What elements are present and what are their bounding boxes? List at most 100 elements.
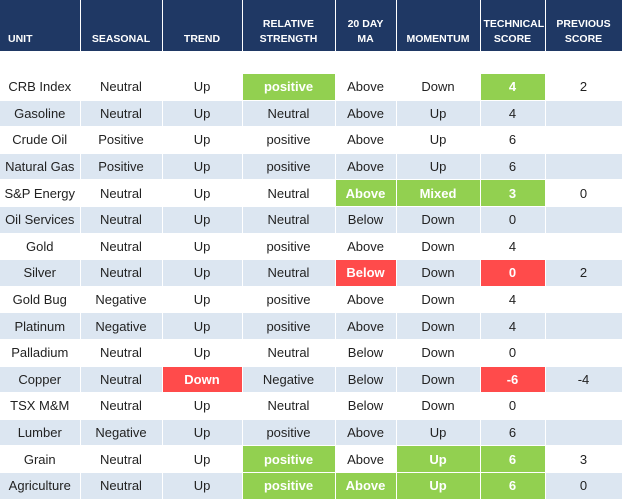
cell: Below (335, 259, 397, 287)
cell: Above (335, 100, 397, 128)
cell: positive (242, 472, 336, 500)
cell: positive (242, 74, 336, 101)
cell: Gold Bug (0, 286, 81, 314)
cell: 6 (480, 419, 546, 447)
cell: Up (162, 419, 243, 447)
cell: Up (162, 153, 243, 181)
cell: positive (242, 286, 336, 314)
cell: Up (162, 100, 243, 128)
cell: Neutral (242, 392, 336, 420)
cell: Above (335, 312, 397, 340)
cell: Down (396, 259, 481, 287)
cell: Up (162, 126, 243, 154)
table-row: Platinum Negative Up positive Above Down 4 (0, 312, 623, 340)
header-row: UNIT SEASONAL TREND RELATIVE STRENGTH 20 DAY… (0, 0, 623, 51)
cell: Above (335, 472, 397, 500)
cell: 0 (480, 206, 546, 234)
cell: Down (396, 366, 481, 394)
cell: Up (162, 312, 243, 340)
cell: positive (242, 153, 336, 181)
cell: Negative (80, 419, 163, 447)
cell: Platinum (0, 312, 81, 340)
cell: Above (335, 233, 397, 261)
cell: Oil Services (0, 206, 81, 234)
column-header: 20 DAY MA (335, 0, 397, 51)
cell: Silver (0, 259, 81, 287)
cell: Down (396, 74, 481, 101)
cell: Up (162, 179, 243, 207)
cell: Negative (242, 366, 336, 394)
cell: Down (396, 392, 481, 420)
cell: -4 (545, 366, 623, 394)
cell: Up (162, 392, 243, 420)
table-row: S&P Energy Neutral Up Neutral Above Mixed 3 0 (0, 179, 623, 207)
cell: 4 (480, 286, 546, 314)
cell: positive (242, 312, 336, 340)
cell: Neutral (80, 233, 163, 261)
cell: Negative (80, 286, 163, 314)
cell: Up (162, 74, 243, 101)
cell: Neutral (242, 100, 336, 128)
cell: positive (242, 445, 336, 473)
cell: Neutral (242, 259, 336, 287)
empty-cell (545, 126, 623, 154)
cell: Above (335, 179, 397, 207)
cell: Down (396, 286, 481, 314)
table-row: CRB Index Neutral Up positive Above Down 4 2 (0, 74, 623, 101)
table-row: Oil Services Neutral Up Neutral Below Down 0 (0, 206, 623, 234)
cell: 4 (480, 233, 546, 261)
cell: Palladium (0, 339, 81, 367)
cell: 0 (545, 472, 623, 500)
cell: 6 (480, 445, 546, 473)
cell: Above (335, 445, 397, 473)
empty-cell (545, 339, 623, 367)
cell: 3 (480, 179, 546, 207)
cell: Up (162, 339, 243, 367)
cell: 0 (480, 392, 546, 420)
spacer-row (0, 51, 622, 74)
cell: Grain (0, 445, 81, 473)
cell: Below (335, 339, 397, 367)
column-header: MOMENTUM (396, 0, 481, 51)
cell: Up (162, 233, 243, 261)
cell: 3 (545, 445, 623, 473)
cell: Neutral (80, 339, 163, 367)
column-header: TECHNICAL SCORE (480, 0, 546, 51)
cell: TSX M&M (0, 392, 81, 420)
cell: CRB Index (0, 74, 81, 101)
empty-cell (545, 392, 623, 420)
cell: Up (162, 259, 243, 287)
cell: Positive (80, 153, 163, 181)
cell: Above (335, 153, 397, 181)
empty-cell (545, 153, 623, 181)
column-header: UNIT (0, 0, 81, 51)
cell: Lumber (0, 419, 81, 447)
table-row: Lumber Negative Up positive Above Up 6 (0, 419, 623, 447)
cell: Below (335, 392, 397, 420)
cell: Gold (0, 233, 81, 261)
cell: Mixed (396, 179, 481, 207)
cell: Gasoline (0, 100, 81, 128)
cell: Crude Oil (0, 126, 81, 154)
empty-cell (545, 206, 623, 234)
column-header: SEASONAL (80, 0, 163, 51)
table-row: Crude Oil Positive Up positive Above Up 6 (0, 126, 623, 154)
cell: positive (242, 233, 336, 261)
empty-cell (545, 312, 623, 340)
table-row: TSX M&M Neutral Up Neutral Below Down 0 (0, 392, 623, 420)
cell: Above (335, 419, 397, 447)
cell: Copper (0, 366, 81, 394)
cell: 4 (480, 100, 546, 128)
cell: Neutral (80, 100, 163, 128)
cell: 6 (480, 472, 546, 500)
cell: Neutral (80, 445, 163, 473)
cell: 2 (545, 259, 623, 287)
cell: Neutral (242, 206, 336, 234)
cell: Neutral (242, 339, 336, 367)
cell: Up (396, 100, 481, 128)
empty-cell (545, 286, 623, 314)
table-row: Palladium Neutral Up Neutral Below Down 0 (0, 339, 623, 367)
table-row: Grain Neutral Up positive Above Up 6 3 (0, 445, 623, 473)
table-row: Agriculture Neutral Up positive Above Up 6 0 (0, 472, 623, 500)
